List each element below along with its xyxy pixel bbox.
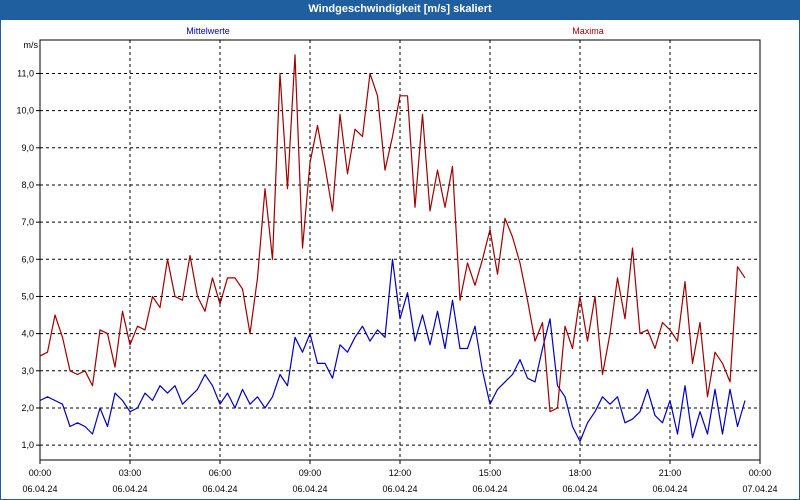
series-lines xyxy=(39,54,746,442)
x-tick-time: 09:00 xyxy=(299,468,322,478)
x-tick-date: 06.04.24 xyxy=(22,484,57,494)
x-tick-time: 03:00 xyxy=(119,468,142,478)
y-tick-label: 11,0 xyxy=(17,68,34,78)
x-tick-date: 07.04.24 xyxy=(742,484,777,494)
chart-title-bar: Windgeschwindigkeit [m/s] skaliert xyxy=(0,0,800,19)
series-line-maxima xyxy=(39,54,746,413)
y-tick-label: 2,0 xyxy=(21,403,34,413)
axis-labels: 1,0 2,0 3,0 4,0 5,0 6,0 7,0 8,0 9,0 10,0 11,0 00:00… xyxy=(16,26,777,494)
x-tick-time: 12:00 xyxy=(389,468,412,478)
y-axis-unit: m/s xyxy=(24,40,39,50)
chart-title: Windgeschwindigkeit [m/s] skaliert xyxy=(308,3,492,15)
x-tick-date: 06.04.24 xyxy=(292,484,327,494)
x-tick-date: 06.04.24 xyxy=(382,484,417,494)
y-tick-label: 4,0 xyxy=(21,329,34,339)
y-tick-label: 10,0 xyxy=(16,106,34,116)
x-tick-time: 00:00 xyxy=(749,468,772,478)
y-tick-label: 8,0 xyxy=(21,180,34,190)
x-tick-time: 00:00 xyxy=(29,468,52,478)
x-tick-date: 06.04.24 xyxy=(472,484,507,494)
legend-mittelwerte: Mittelwerte xyxy=(186,26,230,36)
x-tick-time: 06:00 xyxy=(209,468,232,478)
x-tick-time: 15:00 xyxy=(479,468,502,478)
y-tick-label: 5,0 xyxy=(21,291,34,301)
plot-area-border xyxy=(39,39,761,461)
x-tick-time: 18:00 xyxy=(569,468,592,478)
grid-lines xyxy=(40,40,760,460)
y-tick-label: 7,0 xyxy=(21,217,34,227)
axes xyxy=(36,39,761,464)
x-tick-date: 06.04.24 xyxy=(112,484,147,494)
x-tick-date: 06.04.24 xyxy=(562,484,597,494)
y-tick-label: 1,0 xyxy=(21,440,34,450)
y-tick-label: 9,0 xyxy=(21,143,34,153)
x-tick-date: 06.04.24 xyxy=(202,484,237,494)
x-tick-time: 21:00 xyxy=(659,468,682,478)
series-line-mittelwerte xyxy=(39,258,746,442)
y-tick-label: 6,0 xyxy=(21,254,34,264)
x-tick-date: 06.04.24 xyxy=(652,484,687,494)
y-tick-label: 3,0 xyxy=(21,366,34,376)
legend-maxima: Maxima xyxy=(572,26,604,36)
